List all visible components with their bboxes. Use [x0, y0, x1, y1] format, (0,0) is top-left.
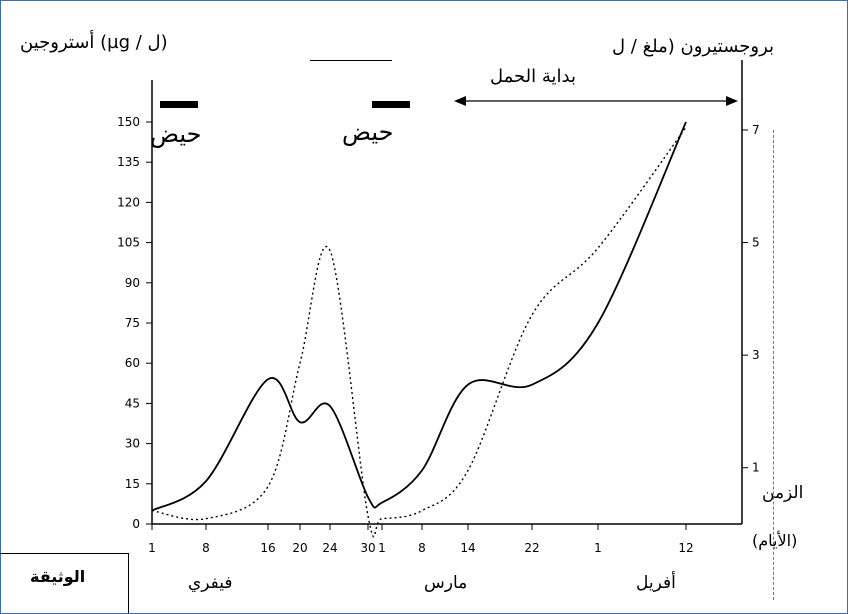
right-tick-label: 3 — [752, 348, 760, 362]
left-tick-label: 105 — [117, 236, 140, 250]
right-tick-label: 1 — [752, 461, 760, 475]
x-tick-label: 8 — [202, 541, 210, 555]
month-label-mar: مارس — [424, 573, 467, 593]
document-label-box — [0, 553, 129, 613]
month-label-apr: أفريل — [636, 571, 676, 593]
pregnancy-arrow-left-head — [454, 96, 466, 106]
right-axis-title: بروجستيرون (ملغ / ل — [612, 36, 774, 57]
right-tick-label: 7 — [752, 123, 760, 137]
x-axis-title: الزمن — [762, 483, 803, 503]
x-axis-unit: (الأيام) — [752, 530, 797, 550]
x-tick-label: 14 — [460, 541, 475, 555]
x-tick-label: 8 — [418, 541, 426, 555]
left-axis-title: أستروجين (µg / ل) — [20, 30, 168, 53]
pregnancy-label: بداية الحمل — [490, 66, 576, 87]
x-tick-label: 24 — [322, 541, 337, 555]
left-tick-label: 120 — [117, 195, 140, 209]
x-tick-label: 1 — [378, 541, 386, 555]
month-label-feb: فيفري — [188, 573, 233, 593]
x-tick-label: 1 — [594, 541, 602, 555]
left-tick-label: 30 — [125, 437, 140, 451]
top-decorative-line — [310, 60, 392, 61]
left-tick-label: 0 — [132, 517, 140, 531]
left-tick-label: 135 — [117, 155, 140, 169]
right-tick-label: 5 — [752, 236, 760, 250]
left-tick-label: 75 — [125, 316, 140, 330]
x-tick-label: 20 — [292, 541, 307, 555]
left-tick-label: 15 — [125, 477, 140, 491]
left-tick-label: 45 — [125, 396, 140, 410]
left-tick-label: 90 — [125, 276, 140, 290]
right-guide-line — [773, 130, 775, 600]
series-line-solid — [151, 121, 687, 512]
menstruation-bar-2 — [372, 101, 410, 108]
left-tick-label: 150 — [117, 115, 140, 129]
x-tick-label: 16 — [260, 541, 275, 555]
menstruation-label-1: حيض — [150, 120, 201, 148]
left-tick-label: 60 — [125, 356, 140, 370]
x-tick-label: 30 — [360, 541, 375, 555]
pregnancy-arrow-right-head — [726, 96, 738, 106]
document-label: الوثيقة — [30, 567, 86, 586]
series-line-dotted — [151, 126, 687, 538]
menstruation-label-2: حيض — [342, 118, 393, 146]
menstruation-bar-1 — [160, 101, 198, 108]
x-tick-label: 12 — [678, 541, 693, 555]
x-tick-label: 1 — [148, 541, 156, 555]
x-tick-label: 22 — [524, 541, 539, 555]
